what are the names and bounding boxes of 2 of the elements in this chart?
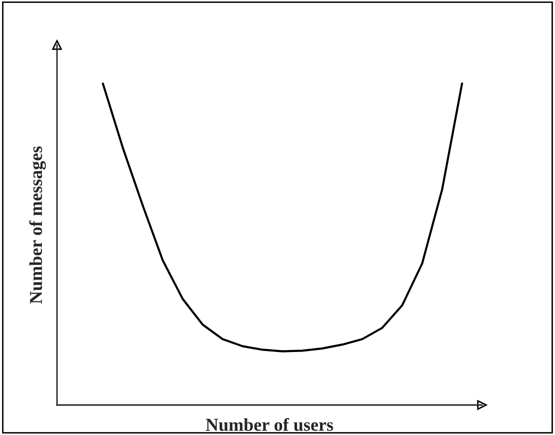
x-axis-title: Number of users	[206, 418, 334, 431]
y-axis-title: Number of messages	[29, 146, 46, 304]
